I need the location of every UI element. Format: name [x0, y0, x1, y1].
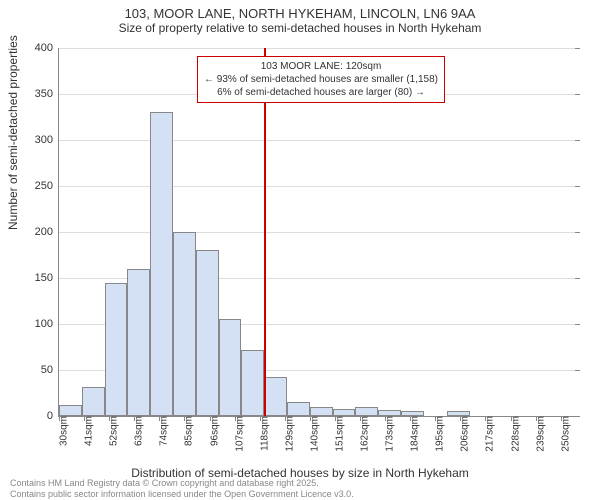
bar: [333, 409, 356, 416]
y-tick-mark: [575, 140, 580, 141]
footer-line-2: Contains public sector information licen…: [10, 489, 354, 499]
bar: [287, 402, 310, 416]
bar: [401, 411, 424, 416]
x-tick-label: 140sqm: [307, 416, 320, 452]
y-tick-label: 350: [35, 88, 59, 100]
bar: [196, 250, 219, 416]
x-tick-label: 107sqm: [232, 416, 245, 452]
bar: [173, 232, 196, 416]
y-axis-label: Number of semi-detached properties: [6, 35, 20, 230]
callout-line: 103 MOOR LANE: 120sqm: [204, 60, 438, 73]
x-tick-label: 30sqm: [57, 416, 70, 446]
bar: [105, 283, 128, 416]
x-tick-label: 195sqm: [433, 416, 446, 452]
x-tick-label: 63sqm: [132, 416, 145, 446]
x-tick-label: 239sqm: [533, 416, 546, 452]
callout-line: ← 93% of semi-detached houses are smalle…: [204, 73, 438, 86]
y-tick-mark: [575, 232, 580, 233]
y-tick-label: 150: [35, 272, 59, 284]
x-tick-label: 173sqm: [383, 416, 396, 452]
x-tick-label: 228sqm: [508, 416, 521, 452]
x-tick-label: 118sqm: [257, 416, 270, 451]
footer-line-1: Contains HM Land Registry data © Crown c…: [10, 478, 319, 488]
chart-footer: Contains HM Land Registry data © Crown c…: [10, 478, 354, 500]
x-tick-label: 85sqm: [182, 416, 195, 446]
chart-title-sub: Size of property relative to semi-detach…: [0, 21, 600, 35]
bar: [241, 350, 264, 416]
y-tick-mark: [575, 48, 580, 49]
x-tick-label: 41sqm: [82, 416, 95, 446]
bar: [378, 410, 401, 416]
y-tick-label: 400: [35, 42, 59, 54]
chart-title-main: 103, MOOR LANE, NORTH HYKEHAM, LINCOLN, …: [0, 0, 600, 21]
y-tick-mark: [575, 370, 580, 371]
bar: [264, 377, 287, 416]
y-tick-mark: [575, 278, 580, 279]
y-tick-mark: [575, 94, 580, 95]
y-tick-label: 300: [35, 134, 59, 146]
y-tick-label: 50: [41, 364, 59, 376]
x-tick-label: 52sqm: [107, 416, 120, 446]
y-tick-mark: [575, 186, 580, 187]
bar: [150, 112, 173, 416]
gridline: [59, 140, 579, 141]
gridline: [59, 186, 579, 187]
y-tick-label: 100: [35, 318, 59, 330]
y-tick-mark: [575, 416, 580, 417]
bar: [219, 319, 242, 416]
marker-line: [264, 48, 266, 416]
plot-area: 05010015020025030035040030sqm41sqm52sqm6…: [58, 48, 579, 417]
chart-container: 103, MOOR LANE, NORTH HYKEHAM, LINCOLN, …: [0, 0, 600, 500]
y-tick-mark: [575, 324, 580, 325]
bar: [355, 407, 378, 416]
bar: [59, 405, 82, 416]
x-tick-label: 250sqm: [558, 416, 571, 452]
callout-box: 103 MOOR LANE: 120sqm← 93% of semi-detac…: [197, 56, 445, 103]
bar: [82, 387, 105, 416]
bar: [310, 407, 333, 416]
bar: [127, 269, 150, 416]
x-tick-label: 217sqm: [483, 416, 496, 452]
x-tick-label: 162sqm: [358, 416, 371, 452]
bar: [447, 411, 470, 416]
x-tick-label: 206sqm: [458, 416, 471, 452]
x-tick-label: 129sqm: [282, 416, 295, 452]
callout-line: 6% of semi-detached houses are larger (8…: [204, 86, 438, 99]
gridline: [59, 232, 579, 233]
gridline: [59, 48, 579, 49]
x-tick-label: 184sqm: [408, 416, 421, 452]
x-tick-label: 96sqm: [207, 416, 220, 446]
y-tick-label: 250: [35, 180, 59, 192]
x-tick-label: 74sqm: [157, 416, 170, 446]
x-tick-label: 151sqm: [332, 416, 345, 452]
y-tick-label: 200: [35, 226, 59, 238]
